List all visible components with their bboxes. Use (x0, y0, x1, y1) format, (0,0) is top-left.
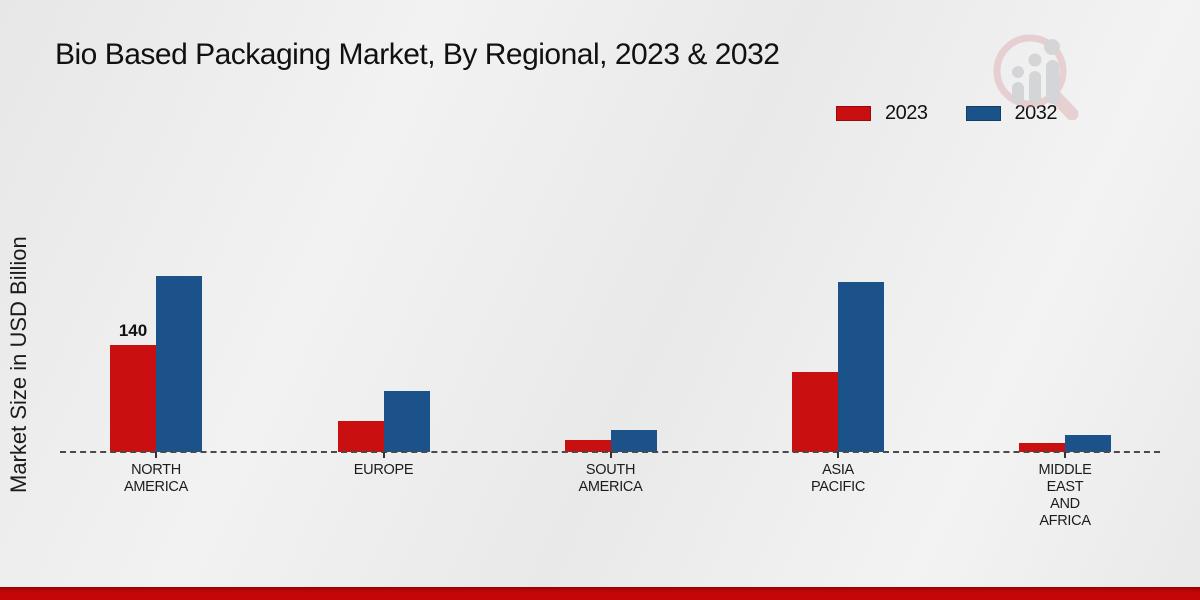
legend-label-2023: 2023 (885, 102, 928, 124)
bar-2032-europe (383, 390, 430, 452)
bar-2023-middle-east-and-africa (1019, 442, 1065, 452)
legend-label-2032: 2032 (1014, 102, 1058, 124)
bar-2032-asia-pacific (838, 282, 884, 452)
bar-value-label: 140 (118, 321, 148, 340)
bar-2032-north-america (156, 276, 202, 452)
legend-swatch-2023-icon (836, 106, 871, 121)
legend-item-2032: 2032 (965, 102, 1058, 125)
magnifier-bar-chart-logo-icon (993, 34, 1079, 120)
x-axis-tick (837, 452, 839, 458)
bar-2032-middle-east-and-africa (1065, 435, 1111, 452)
x-axis-tick (382, 452, 385, 458)
bar-2023-north-america (110, 345, 156, 452)
footer-accent-bar (0, 587, 1200, 600)
x-axis-tick (1064, 452, 1066, 458)
bar-2023-europe (337, 421, 384, 452)
bar-2032-south-america (610, 429, 657, 452)
chart-title: Bio Based Packaging Market, By Regional,… (55, 38, 780, 71)
bar-2023-south-america (564, 439, 611, 452)
x-axis-category-label: SOUTH AMERICA (578, 462, 643, 495)
x-axis-category-label: EUROPE (353, 462, 414, 478)
bar-2023-asia-pacific (792, 371, 838, 452)
x-axis-category-label: ASIA PACIFIC (810, 462, 866, 495)
legend: 2023 2032 (836, 102, 1057, 125)
x-axis-category-label: MIDDLE EAST AND AFRICA (1038, 462, 1092, 529)
legend-item-2023: 2023 (836, 102, 928, 125)
x-axis-tick (155, 452, 157, 458)
x-axis-tick (609, 452, 612, 458)
x-axis-category-label: NORTH AMERICA (124, 462, 188, 495)
legend-swatch-2032-icon (965, 106, 1001, 121)
